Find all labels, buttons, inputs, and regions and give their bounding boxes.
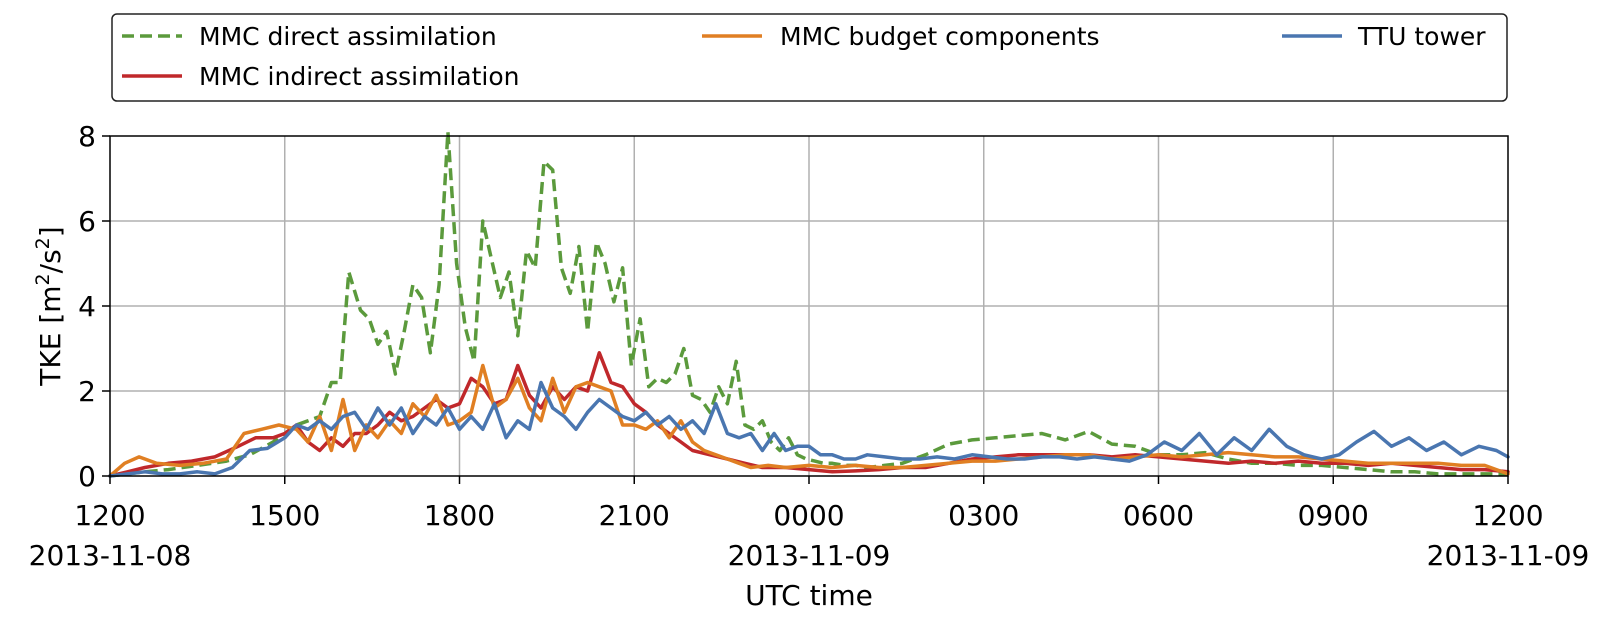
legend-item-budget: MMC budget components — [702, 22, 1100, 51]
legend: MMC direct assimilation MMC indirect ass… — [111, 13, 1508, 102]
legend-item-ttu: TTU tower — [1282, 22, 1486, 51]
y-tick-label: 0 — [78, 460, 96, 493]
y-axis-title-main: TKE [m — [34, 285, 67, 386]
y-tick-label: 2 — [78, 375, 96, 408]
legend-item-direct: MMC direct assimilation — [122, 22, 497, 51]
x-tick-label: 0000 — [773, 499, 844, 532]
y-tick-label: 6 — [78, 205, 96, 238]
x-date-label: 2013-11-09 — [728, 539, 891, 572]
y-axis-title: TKE [m2/s2] — [32, 226, 67, 386]
legend-label-direct: MMC direct assimilation — [199, 22, 497, 51]
y-axis-title-sup1: 2 — [32, 273, 54, 285]
x-date-label: 2013-11-08 — [29, 539, 192, 572]
x-tick-label: 2100 — [599, 499, 670, 532]
series-line-3 — [108, 380, 1510, 478]
y-axis-title-mid: /s — [34, 249, 67, 273]
x-tick-label: 1500 — [249, 499, 320, 532]
legend-label-indirect: MMC indirect assimilation — [199, 62, 520, 91]
series-lines — [108, 130, 1510, 478]
y-axis-title-sup2: 2 — [32, 237, 54, 249]
x-tick-label: 1200 — [74, 499, 145, 532]
gridlines — [110, 136, 1508, 476]
x-tick-label: 0600 — [1123, 499, 1194, 532]
x-tick-label: 0900 — [1298, 499, 1369, 532]
y-axis-title-end: ] — [34, 226, 67, 237]
legend-label-budget: MMC budget components — [780, 22, 1100, 51]
legend-label-ttu: TTU tower — [1357, 22, 1486, 51]
series-line-2 — [108, 363, 1510, 478]
x-axis-ticks: 1200 1500 1800 2100 0000 0300 0600 0900 1200 2013… — [29, 476, 1590, 572]
y-axis-ticks: 0 2 4 6 8 — [78, 120, 110, 493]
y-tick-label: 4 — [78, 290, 96, 323]
x-axis-title: UTC time — [745, 579, 873, 612]
legend-item-indirect: MMC indirect assimilation — [122, 62, 520, 91]
x-date-label: 2013-11-09 — [1427, 539, 1590, 572]
x-tick-label: 0300 — [948, 499, 1019, 532]
x-tick-label: 1800 — [424, 499, 495, 532]
y-tick-label: 8 — [78, 120, 96, 153]
legend-box — [111, 13, 1508, 102]
x-tick-label: 1200 — [1472, 499, 1543, 532]
